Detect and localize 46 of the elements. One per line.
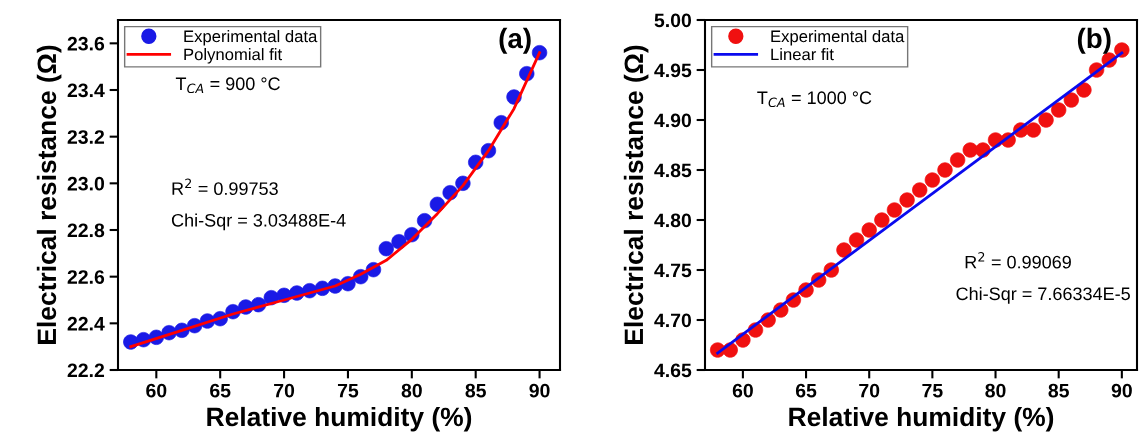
y-tick-label: 22.2	[67, 363, 105, 378]
y-tick-label: 4.95	[654, 63, 692, 78]
y-axis-title: Electrical resistance (Ω)	[36, 45, 62, 344]
annotation: Chi-Sqr = 7.66334E-5	[956, 286, 1130, 304]
legend-label: Experimental data	[184, 30, 318, 46]
annotation: (a)	[499, 27, 531, 54]
x-tick-label: 65	[795, 383, 817, 398]
x-tick-label: 75	[922, 383, 943, 398]
annotation: R$^{2}$ = 0.99069	[965, 252, 1071, 269]
x-axis-title: Relative humidity (%)	[207, 406, 472, 432]
x-tick-label: 80	[401, 383, 422, 398]
y-tick-label: 22.8	[67, 223, 105, 238]
annotation: Chi-Sqr = 3.03488E-4	[171, 213, 346, 231]
x-tick-label: 90	[529, 383, 550, 398]
y-tick-label: 4.80	[654, 213, 692, 228]
x-tick-label: 70	[274, 383, 295, 398]
y-tick-label: 5.00	[654, 13, 692, 28]
x-tick-label: 85	[1048, 383, 1069, 398]
y-tick-label: 22.6	[67, 270, 105, 284]
y-tick-label: 22.4	[67, 316, 105, 331]
annotation: (b)	[1077, 27, 1111, 54]
x-tick-label: 90	[1111, 383, 1132, 398]
annotation: T$_{CA}$ = 900 °C	[175, 77, 280, 94]
annotation: T$_{CA}$ = 1000 °C	[757, 91, 872, 108]
legend-label: Linear fit	[771, 48, 834, 61]
x-tick-label: 60	[146, 383, 167, 398]
x-tick-label: 80	[985, 383, 1006, 398]
x-tick-label: 85	[465, 383, 486, 398]
y-tick-label: 23.6	[67, 36, 105, 51]
y-tick-label: 4.90	[654, 113, 692, 128]
x-axis-title: Relative humidity (%)	[789, 406, 1054, 432]
y-axis-title: Electrical resistance (Ω)	[623, 45, 649, 344]
y-tick-label: 4.85	[654, 163, 692, 178]
x-tick-label: 60	[732, 383, 753, 398]
x-tick-label: 75	[337, 383, 359, 398]
x-tick-label: 70	[859, 383, 880, 398]
y-tick-label: 4.70	[654, 313, 692, 328]
y-tick-label: 23.0	[67, 176, 105, 191]
y-tick-label: 23.2	[67, 130, 105, 144]
x-tick-label: 65	[210, 383, 231, 398]
y-tick-label: 4.65	[654, 363, 692, 378]
y-tick-label: 4.75	[654, 263, 692, 278]
legend-label: Polynomial fit	[184, 48, 282, 64]
y-tick-label: 23.4	[67, 83, 105, 98]
annotation: R$^{2}$ = 0.99753	[172, 178, 278, 196]
legend-label: Experimental data	[771, 30, 905, 46]
